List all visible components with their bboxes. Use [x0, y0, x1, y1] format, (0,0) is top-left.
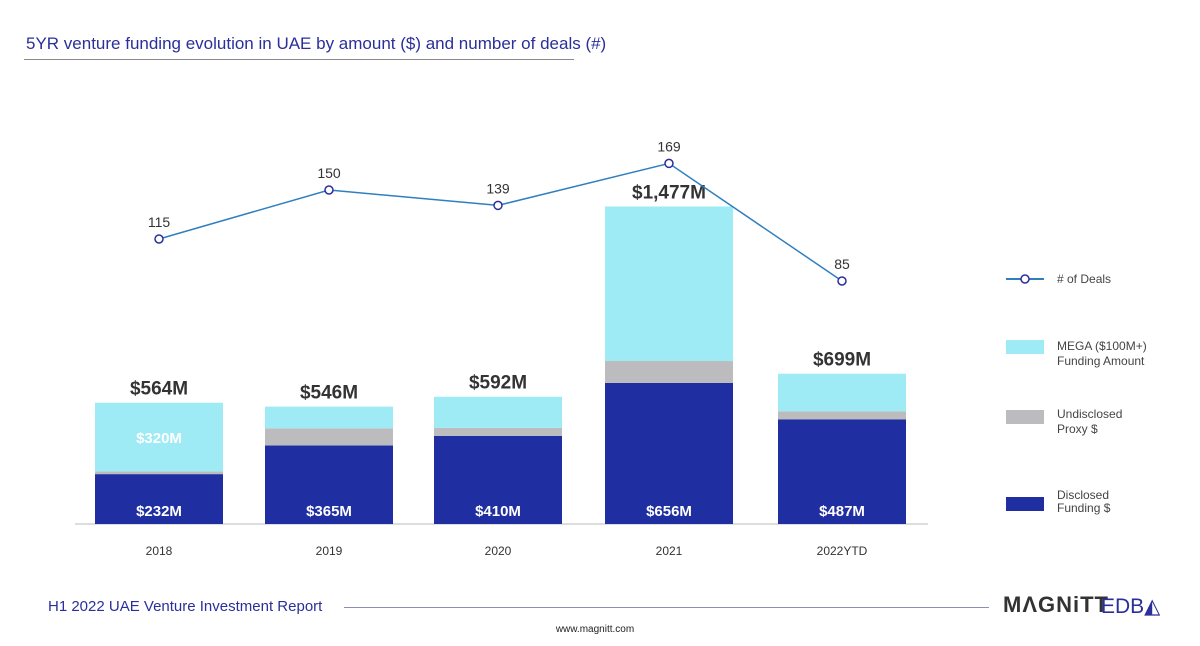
deals-label: 150	[317, 165, 341, 181]
bar-label: $320M	[136, 430, 182, 447]
total-label: $564M	[130, 379, 188, 400]
footer-divider	[344, 607, 989, 608]
bar-segment	[265, 406, 393, 429]
x-tick-label: 2020	[485, 544, 512, 558]
bar-segment	[605, 382, 733, 524]
report-title: H1 2022 UAE Venture Investment Report	[48, 598, 323, 615]
x-tick-label: 2021	[656, 544, 683, 558]
bar-segment	[778, 411, 906, 420]
edb-logo: EDB◭	[1101, 595, 1161, 618]
bar-segment	[434, 427, 562, 436]
total-label: $699M	[813, 350, 871, 371]
bar-segment	[95, 471, 223, 475]
bar-label: $656M	[646, 503, 692, 520]
deals-label: 139	[486, 180, 510, 196]
deals-point	[154, 234, 164, 244]
x-tick-label: 2018	[146, 544, 173, 558]
bar-segment	[605, 206, 733, 362]
website-url: www.magnitt.com	[555, 624, 635, 635]
bar-segment	[434, 396, 562, 428]
deals-point	[664, 158, 674, 169]
bar-segment	[605, 361, 733, 383]
deals-label: 115	[148, 214, 171, 230]
title-divider	[24, 59, 574, 60]
bar-segment	[778, 419, 906, 524]
bar-label: $410M	[475, 503, 521, 520]
deals-point	[324, 185, 334, 195]
bar-segment	[434, 435, 562, 524]
magnitt-logo: MΛGNiTT	[1003, 592, 1109, 617]
x-tick-label: 2022YTD	[817, 544, 868, 558]
total-label: $592M	[469, 373, 527, 394]
bar-segment	[95, 474, 223, 524]
deals-label: 85	[834, 256, 850, 272]
bar-segment	[265, 445, 393, 524]
line-marker-icon	[1006, 274, 1044, 284]
bar-label: $365M	[306, 503, 352, 520]
deals-point	[837, 276, 847, 286]
deals-label: 169	[657, 138, 681, 154]
bar-segment	[95, 402, 223, 472]
total-label: $1,477M	[632, 182, 706, 203]
bar-segment	[778, 373, 906, 412]
deals-point	[493, 200, 503, 211]
bar-label: $232M	[136, 503, 182, 520]
x-tick-label: 2019	[316, 544, 343, 558]
chart-title: 5YR venture funding evolution in UAE by …	[26, 34, 607, 53]
bar-segment	[265, 428, 393, 446]
bar-label: $487M	[819, 503, 865, 520]
total-label: $546M	[300, 383, 358, 404]
